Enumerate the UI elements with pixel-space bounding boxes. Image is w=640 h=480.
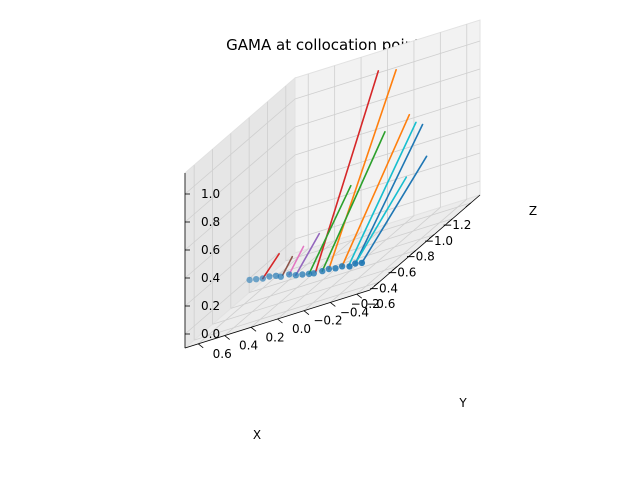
x-tick-label: −0.4 [369, 281, 398, 295]
x-tick-label: −1.0 [424, 234, 453, 248]
series-line-1 [354, 123, 424, 265]
y-tick-label: 0.6 [213, 347, 232, 361]
grid-line [184, 154, 296, 251]
grid-line [184, 238, 296, 335]
data-point [352, 260, 359, 267]
data-points [246, 259, 366, 284]
x-tick [373, 281, 380, 287]
y-tick [277, 318, 283, 324]
x-tick [410, 250, 417, 255]
grid-line [294, 68, 481, 128]
y-tick [330, 302, 336, 307]
z-tick-label: 1.0 [201, 187, 220, 201]
grid-lines [184, 24, 481, 345]
x-tick-label: −1.2 [442, 218, 471, 232]
grid-line [184, 98, 296, 195]
series-line-13 [261, 253, 280, 280]
grid-line [184, 210, 296, 307]
series-line-4 [328, 69, 397, 270]
data-point [305, 270, 313, 277]
grid-line [197, 248, 309, 345]
grid-line [294, 124, 481, 184]
x-axis-label: X [253, 428, 261, 442]
series-line-9 [308, 184, 352, 275]
grid-line [294, 40, 481, 100]
series-line-3 [341, 113, 411, 268]
z-tick-label: 0.2 [201, 299, 220, 313]
data-point [358, 259, 366, 267]
z-tick-label: 0.6 [201, 243, 220, 257]
grid-line [224, 240, 335, 336]
y-tick-label: 0.2 [266, 330, 285, 344]
grid-line [184, 182, 296, 279]
grid-line [330, 207, 441, 303]
data-point [253, 276, 260, 283]
grid-line [250, 231, 362, 328]
y-tick-label: −0.2 [313, 314, 342, 328]
y-tick-label: 0.4 [239, 339, 258, 353]
x-tick [447, 218, 453, 224]
x-tick-label: −0.6 [387, 265, 416, 279]
y-tick [356, 293, 363, 299]
x-tick-label: −0.8 [406, 250, 435, 264]
series-line-7 [361, 155, 428, 264]
y-tick [250, 326, 257, 332]
chart-title: GAMA at collocation points [226, 36, 428, 54]
data-series [261, 69, 428, 280]
data-point [338, 263, 346, 270]
z-tick-label: 0.4 [201, 271, 220, 285]
x-axis-line [369, 194, 481, 291]
grid-line [184, 126, 296, 223]
data-point [246, 276, 253, 284]
data-point [346, 263, 353, 270]
y-axis-label: Y [458, 396, 467, 410]
data-point [266, 273, 273, 280]
data-point [292, 272, 299, 279]
data-point [286, 271, 293, 278]
y-tick [224, 335, 230, 340]
x-tick-label: −0.2 [351, 297, 380, 311]
x-tick [465, 202, 472, 208]
series-line-5 [321, 131, 386, 272]
y-tick-label: 0.0 [292, 322, 311, 336]
data-point [310, 270, 317, 277]
series-line-11 [288, 245, 305, 276]
x-tick [428, 234, 435, 239]
z-tick-label: 0.0 [201, 327, 220, 341]
data-point [272, 272, 280, 279]
data-point [319, 267, 326, 275]
data-point [277, 273, 284, 280]
tick-labels: −1.2−1.0−0.8−0.6−0.4−0.2−0.6−0.4−0.20.00… [185, 187, 471, 361]
y-tick [197, 343, 204, 349]
data-point [259, 275, 266, 282]
series-line-2 [347, 121, 417, 267]
grid-line [356, 198, 468, 295]
series-line-12 [281, 255, 294, 276]
series-line-10 [295, 232, 321, 276]
z-tick-label: 0.8 [201, 215, 220, 229]
grid-line [294, 96, 481, 156]
y-tick-label: −0.6 [366, 297, 395, 311]
x-tick [392, 265, 398, 271]
data-point [325, 265, 333, 273]
data-point [332, 265, 339, 272]
y-tick [303, 310, 310, 316]
data-point [299, 271, 306, 278]
z-axis-label: Z [529, 204, 537, 218]
y-tick-label: −0.4 [340, 305, 369, 319]
series-line-8 [354, 176, 408, 265]
